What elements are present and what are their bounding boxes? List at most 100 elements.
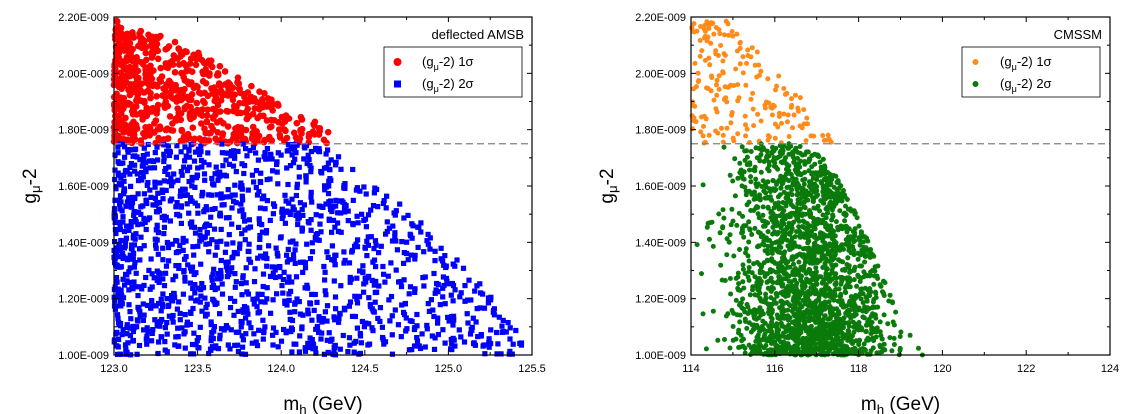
data-point: [785, 164, 791, 170]
data-point: [825, 316, 831, 322]
data-point: [126, 195, 132, 201]
data-point: [185, 262, 191, 268]
data-point: [349, 313, 356, 319]
data-point: [212, 345, 218, 351]
data-point: [125, 147, 131, 153]
y-tick-label: 2.00E-009: [58, 68, 109, 80]
data-point: [204, 230, 210, 236]
data-point: [728, 120, 734, 126]
data-point: [160, 276, 166, 282]
data-point: [286, 200, 292, 206]
data-point: [414, 311, 420, 318]
data-point: [296, 349, 302, 355]
data-point: [128, 316, 134, 322]
data-point: [347, 342, 353, 348]
data-point: [755, 309, 761, 314]
data-point: [826, 233, 832, 239]
data-point: [158, 308, 164, 314]
data-point: [289, 317, 296, 324]
data-point: [123, 346, 129, 352]
data-point: [197, 152, 203, 158]
data-point: [786, 214, 792, 220]
data-point: [781, 330, 786, 336]
data-point: [245, 291, 251, 297]
data-point: [852, 226, 858, 232]
data-point: [852, 210, 858, 216]
data-point: [748, 96, 754, 102]
data-point: [124, 331, 130, 337]
data-point: [380, 263, 386, 270]
data-point: [285, 181, 291, 188]
data-point: [862, 234, 867, 240]
data-point: [713, 25, 719, 30]
data-point: [450, 283, 457, 289]
data-point: [235, 308, 241, 314]
data-point: [786, 134, 792, 139]
data-point: [128, 224, 134, 230]
data-point: [747, 292, 753, 298]
data-point: [190, 285, 196, 291]
data-point: [362, 275, 368, 281]
data-point: [257, 179, 263, 185]
data-point: [232, 284, 238, 290]
data-point: [475, 334, 481, 340]
data-point: [260, 271, 267, 277]
data-point: [700, 182, 706, 188]
data-point: [799, 224, 805, 230]
data-point: [132, 209, 138, 215]
data-point: [198, 287, 204, 293]
legend-title: deflected AMSB: [432, 27, 525, 42]
data-point: [170, 277, 176, 283]
data-point: [792, 336, 797, 342]
data-point: [163, 270, 169, 276]
data-point: [121, 191, 127, 197]
data-point: [143, 169, 149, 175]
data-point: [178, 204, 184, 210]
data-point: [310, 341, 316, 347]
data-point: [419, 331, 425, 337]
data-point: [382, 279, 388, 285]
data-point: [816, 330, 822, 336]
data-point: [831, 319, 837, 325]
data-point: [422, 344, 428, 350]
data-point: [332, 262, 338, 268]
data-point: [182, 275, 188, 281]
data-point: [758, 118, 764, 124]
data-point: [345, 349, 351, 355]
data-point: [768, 104, 774, 110]
data-point: [859, 327, 864, 333]
data-point: [803, 270, 809, 276]
data-point: [254, 136, 261, 143]
data-point: [465, 297, 471, 303]
data-point: [825, 210, 831, 216]
data-point: [405, 257, 411, 263]
data-point: [158, 296, 164, 302]
data-point: [842, 266, 848, 272]
data-point: [204, 92, 212, 100]
data-point: [737, 39, 743, 45]
data-point: [404, 239, 410, 245]
data-point: [175, 211, 181, 217]
data-point: [313, 326, 319, 332]
data-point: [215, 177, 221, 183]
data-point: [801, 107, 807, 113]
data-point: [843, 349, 849, 355]
data-point: [897, 334, 903, 339]
data-point: [827, 278, 833, 284]
data-point: [153, 227, 159, 233]
data-point: [228, 153, 234, 159]
data-point: [166, 313, 172, 319]
data-point: [907, 332, 913, 338]
data-point: [855, 272, 861, 278]
data-point: [179, 325, 185, 331]
data-point: [857, 279, 863, 284]
data-point: [695, 70, 701, 76]
data-point: [244, 153, 250, 159]
data-point: [235, 348, 241, 354]
data-point: [871, 297, 877, 302]
data-point: [305, 311, 311, 317]
data-point: [290, 252, 297, 258]
data-point: [454, 257, 460, 263]
data-point: [141, 243, 147, 249]
data-point: [270, 332, 276, 338]
